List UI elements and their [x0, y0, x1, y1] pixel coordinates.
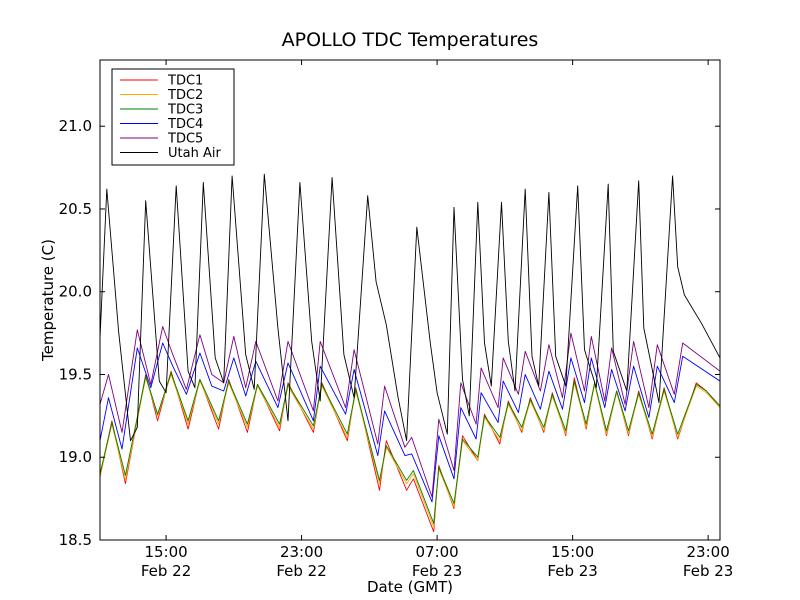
legend-label-1: TDC2: [167, 88, 203, 103]
x-tick-time-3: 15:00: [551, 543, 594, 561]
series-line-tdc2: [100, 374, 720, 528]
series-line-tdc3: [100, 372, 720, 524]
x-tick-date-0: Feb 22: [141, 562, 191, 580]
x-tick-date-1: Feb 22: [276, 562, 326, 580]
x-tick-time-2: 07:00: [415, 543, 458, 561]
x-axis-label: Date (GMT): [367, 578, 453, 596]
legend-box: [111, 68, 235, 166]
x-tick-date-2: Feb 23: [412, 562, 462, 580]
legend-label-4: TDC5: [167, 132, 203, 147]
series-line-tdc4: [100, 342, 720, 503]
y-axis-label: Temperature (C): [39, 239, 57, 362]
x-tick-time-1: 23:00: [280, 543, 323, 561]
legend-label-5: Utah Air: [168, 146, 221, 161]
y-tick-label-5: 21.0: [59, 117, 92, 135]
y-tick-label-3: 20.0: [59, 283, 92, 301]
x-tick-time-0: 15:00: [144, 543, 187, 561]
chart-title: APOLLO TDC Temperatures: [282, 29, 539, 51]
series-layer: [100, 173, 720, 533]
y-tick-label-2: 19.5: [59, 365, 92, 383]
legend-label-3: TDC4: [167, 117, 203, 132]
y-tick-label-1: 19.0: [59, 448, 92, 466]
x-tick-date-4: Feb 23: [683, 562, 733, 580]
plot-frame: [99, 59, 721, 541]
legend-label-2: TDC3: [167, 103, 203, 118]
x-tick-time-4: 23:00: [687, 543, 730, 561]
series-line-utah-air: [100, 173, 720, 442]
x-tick-date-3: Feb 23: [547, 562, 597, 580]
y-tick-label-4: 20.5: [59, 200, 92, 218]
series-line-tdc5: [100, 326, 720, 498]
legend-label-0: TDC1: [167, 74, 203, 89]
y-tick-label-0: 18.5: [59, 531, 92, 549]
